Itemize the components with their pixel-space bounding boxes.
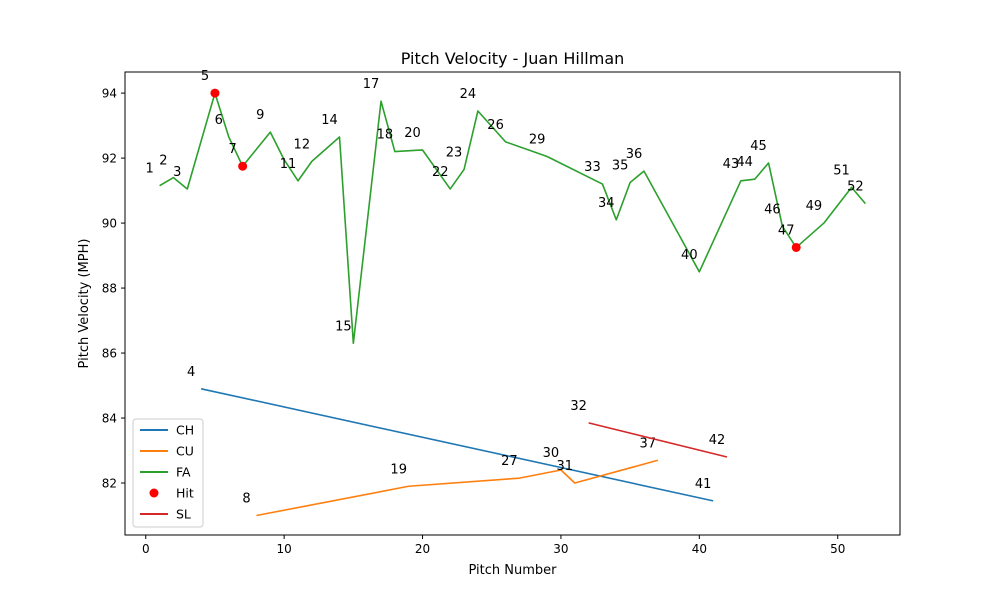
- pitch-number-label: 4: [187, 365, 195, 380]
- x-axis-label: Pitch Number: [468, 563, 557, 578]
- legend-label: CU: [176, 444, 194, 459]
- pitch-number-label: 43: [723, 157, 740, 172]
- pitch-number-label: 17: [363, 77, 380, 92]
- plot-frame: [124, 71, 901, 536]
- pitch-number-label: 5: [201, 69, 209, 84]
- hit-marker: [210, 88, 220, 98]
- pitch-number-label: 42: [709, 433, 726, 448]
- pitch-number-label: 41: [695, 477, 712, 492]
- pitch-number-label: 35: [612, 158, 629, 173]
- y-tick-label: 88: [102, 282, 117, 296]
- legend-swatch-hit: [149, 488, 159, 498]
- pitch-number-label: 46: [764, 202, 781, 217]
- legend-label: SL: [176, 507, 191, 522]
- legend: CH CU FA Hit SL: [132, 418, 204, 528]
- pitch-number-label: 1: [145, 162, 153, 177]
- pitch-number-label: 31: [557, 459, 574, 474]
- series-line-sl: [588, 422, 728, 458]
- pitch-number-label: 15: [335, 319, 352, 334]
- y-tick-label: 90: [102, 217, 117, 231]
- legend-label: Hit: [176, 486, 194, 501]
- pitch-number-label: 27: [501, 454, 518, 469]
- pitch-number-label: 22: [432, 165, 449, 180]
- pitch-number-label: 32: [570, 399, 587, 414]
- x-tick-label: 0: [142, 542, 150, 556]
- hit-marker: [791, 242, 801, 252]
- x-tick-label: 20: [415, 542, 430, 556]
- y-tick-label: 82: [102, 477, 117, 491]
- pitch-number-label: 51: [833, 163, 850, 178]
- x-tick-label: 50: [830, 542, 845, 556]
- y-tick-label: 86: [102, 347, 117, 361]
- pitch-number-label: 20: [404, 126, 421, 141]
- chart-title: Pitch Velocity - Juan Hillman: [401, 49, 625, 68]
- series-line-fa: [159, 92, 867, 345]
- pitch-number-label: 3: [173, 165, 181, 180]
- y-axis-label: Pitch Velocity (MPH): [77, 239, 92, 369]
- series-line-cu: [256, 459, 659, 517]
- y-tick-label: 84: [102, 412, 117, 426]
- pitch-number-label: 12: [294, 137, 311, 152]
- pitch-number-label: 18: [377, 128, 394, 143]
- pitch-number-label: 34: [598, 196, 615, 211]
- x-tick-label: 40: [692, 542, 707, 556]
- pitch-number-label: 11: [280, 157, 297, 172]
- pitch-number-label: 29: [529, 132, 546, 147]
- pitch-number-label: 47: [778, 223, 795, 238]
- pitch-number-label: 52: [847, 180, 864, 195]
- pitch-number-label: 45: [750, 139, 767, 154]
- pitch-number-label: 23: [446, 145, 463, 160]
- pitch-number-label: 8: [242, 492, 250, 507]
- legend-label: CH: [176, 423, 194, 438]
- pitch-number-label: 40: [681, 248, 698, 263]
- y-tick-label: 94: [102, 87, 117, 101]
- pitch-number-label: 9: [256, 108, 264, 123]
- pitch-number-label: 19: [390, 462, 407, 477]
- pitch-number-label: 36: [626, 147, 643, 162]
- pitch-number-label: 30: [543, 446, 560, 461]
- pitch-number-label: 44: [736, 155, 753, 170]
- pitch-number-label: 33: [584, 160, 601, 175]
- x-tick-label: 10: [277, 542, 292, 556]
- pitch-number-label: 7: [228, 142, 236, 157]
- y-tick-label: 92: [102, 152, 117, 166]
- hit-marker: [238, 161, 248, 171]
- x-tick-label: 30: [553, 542, 568, 556]
- pitch-number-label: 6: [215, 113, 223, 128]
- pitch-number-label: 2: [159, 154, 167, 169]
- legend-label: FA: [176, 465, 191, 480]
- pitch-number-label: 14: [321, 113, 338, 128]
- series-line-ch: [200, 388, 714, 502]
- pitch-number-label: 49: [806, 199, 823, 214]
- pitch-number-label: 24: [460, 87, 477, 102]
- pitch-number-label: 37: [640, 436, 657, 451]
- pitch-number-label: 26: [487, 118, 504, 133]
